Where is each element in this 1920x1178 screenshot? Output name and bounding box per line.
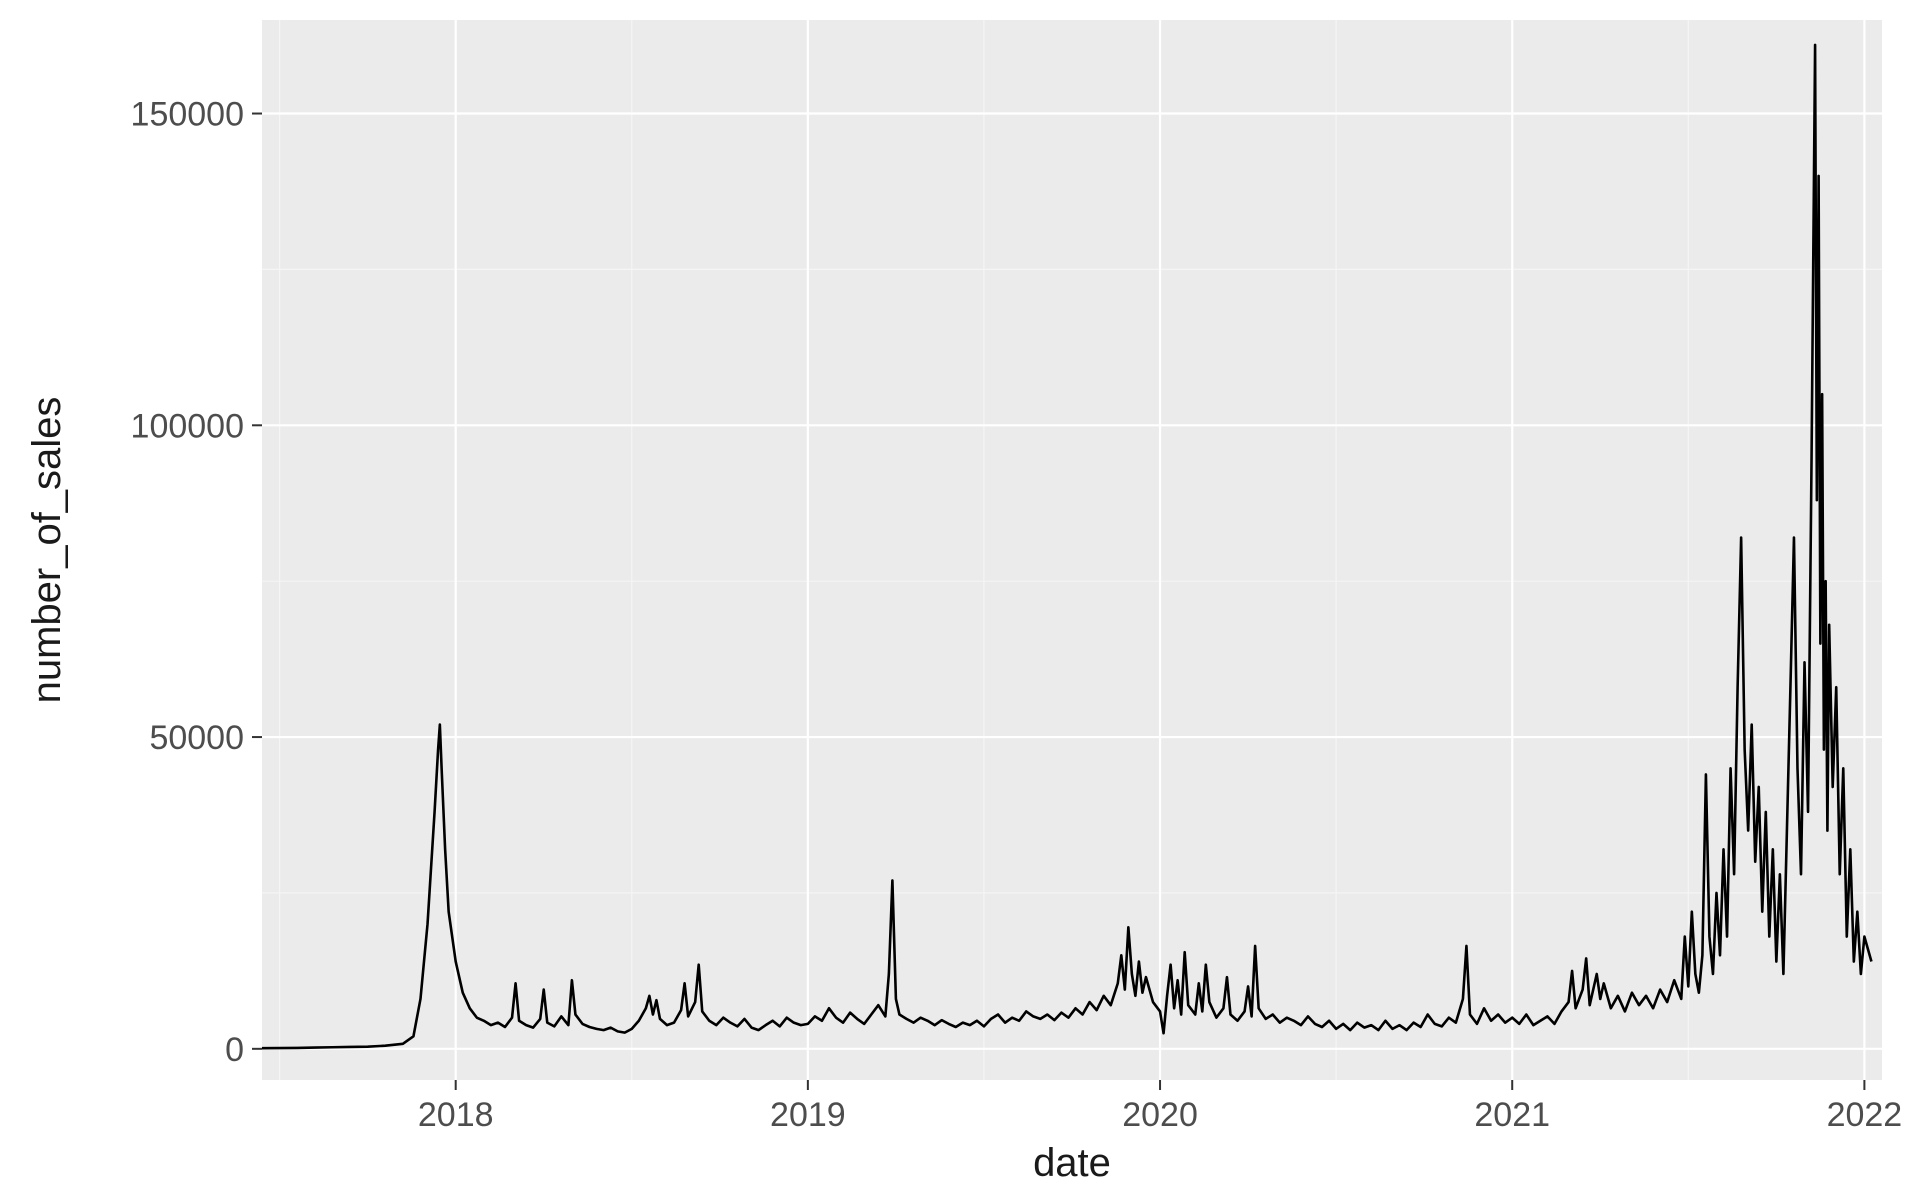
- x-axis-title: date: [1033, 1141, 1111, 1178]
- y-tick-label: 100000: [131, 407, 244, 445]
- x-tick-label: 2019: [770, 1096, 846, 1134]
- x-tick-label: 2021: [1474, 1096, 1550, 1134]
- x-tick-label: 2018: [418, 1096, 494, 1134]
- line-chart: 2018 2019 2020 2021 2022 0 50000 100000 150000 da…: [0, 0, 1920, 1178]
- y-tick-label: 50000: [149, 719, 244, 757]
- y-tick-label: 0: [225, 1031, 244, 1069]
- x-tick-label: 2020: [1122, 1096, 1198, 1134]
- plot-panel: [262, 20, 1882, 1080]
- x-tick-label: 2022: [1827, 1096, 1903, 1134]
- y-axis-title: number_of_sales: [25, 397, 69, 704]
- y-tick-label: 150000: [131, 96, 244, 134]
- chart-svg: 2018 2019 2020 2021 2022 0 50000 100000 150000 da…: [0, 0, 1920, 1178]
